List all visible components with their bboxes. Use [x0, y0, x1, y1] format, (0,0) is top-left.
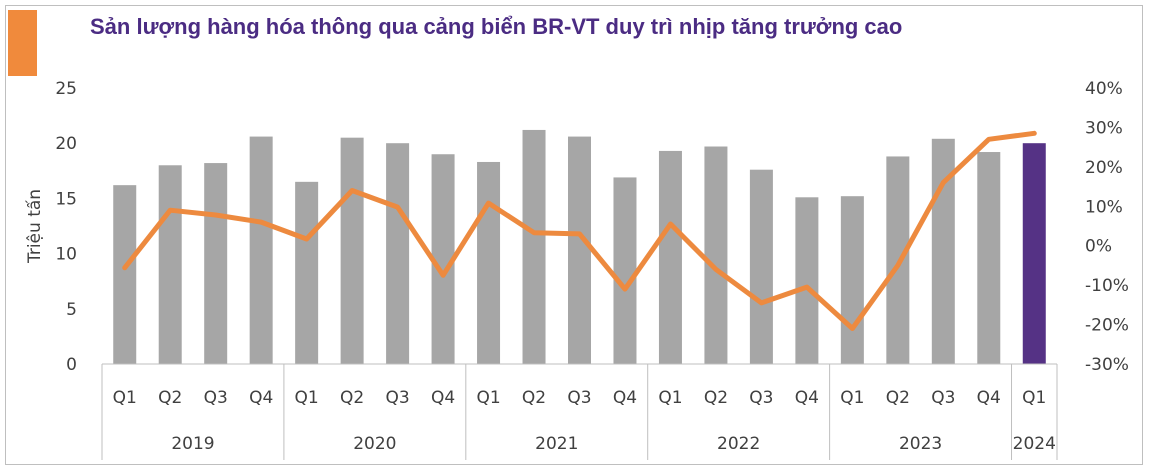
year-label: 2022 — [717, 434, 760, 454]
y2-tick-label: 10% — [1085, 197, 1123, 217]
quarter-label: Q3 — [749, 388, 773, 408]
quarter-label: Q2 — [522, 388, 546, 408]
quarter-label: Q1 — [295, 388, 319, 408]
bar — [977, 152, 1001, 364]
y2-tick-label: -10% — [1085, 276, 1129, 296]
quarter-label: Q3 — [204, 388, 228, 408]
y2-tick-label: 0% — [1085, 237, 1112, 257]
quarter-label: Q2 — [340, 388, 364, 408]
y-tick-label: 10 — [55, 245, 77, 265]
y-axis-title: Triệu tấn — [24, 189, 45, 264]
year-label: 2019 — [171, 434, 214, 454]
y-tick-label: 0 — [66, 355, 77, 375]
bar — [386, 143, 410, 364]
bar — [431, 154, 455, 364]
quarter-label: Q1 — [658, 388, 682, 408]
quarter-label: Q3 — [931, 388, 955, 408]
y-tick-label: 15 — [55, 189, 77, 209]
chart-title: Sản lượng hàng hóa thông qua cảng biển B… — [90, 14, 903, 39]
quarter-label: Q3 — [567, 388, 591, 408]
quarter-label: Q2 — [704, 388, 728, 408]
quarter-label: Q1 — [840, 388, 864, 408]
bar — [295, 181, 319, 364]
bar — [340, 137, 364, 364]
bar — [522, 129, 546, 364]
bar — [749, 169, 773, 364]
bar — [704, 146, 728, 364]
y2-tick-label: 20% — [1085, 158, 1123, 178]
quarter-label: Q2 — [886, 388, 910, 408]
bar — [1022, 143, 1046, 364]
y-tick-label: 5 — [66, 300, 77, 320]
bar — [204, 163, 228, 364]
y2-tick-label: -30% — [1085, 355, 1129, 375]
quarter-label: Q4 — [431, 388, 455, 408]
quarter-label: Q4 — [613, 388, 637, 408]
y-tick-label: 25 — [55, 79, 77, 99]
y-tick-label: 20 — [55, 134, 77, 154]
bar — [568, 136, 591, 364]
bar — [613, 177, 637, 364]
year-label: 2023 — [899, 434, 942, 454]
quarter-label: Q4 — [795, 388, 819, 408]
bar — [840, 196, 864, 364]
bar — [795, 197, 819, 364]
bar — [113, 185, 137, 364]
quarter-label: Q1 — [1022, 388, 1046, 408]
y2-tick-label: -20% — [1085, 316, 1129, 336]
bar — [477, 161, 501, 364]
bar — [658, 150, 682, 364]
quarter-label: Q1 — [476, 388, 500, 408]
y2-tick-label: 40% — [1085, 79, 1123, 99]
accent-bar — [8, 10, 37, 76]
quarter-label: Q3 — [385, 388, 409, 408]
quarter-label: Q4 — [249, 388, 273, 408]
bar — [158, 165, 182, 364]
quarter-label: Q1 — [113, 388, 137, 408]
bar — [249, 136, 273, 364]
year-label: 2021 — [535, 434, 578, 454]
quarter-label: Q2 — [158, 388, 182, 408]
y2-tick-label: 30% — [1085, 118, 1123, 138]
year-label: 2020 — [353, 434, 396, 454]
quarter-label: Q4 — [977, 388, 1001, 408]
year-label: 2024 — [1013, 434, 1056, 454]
